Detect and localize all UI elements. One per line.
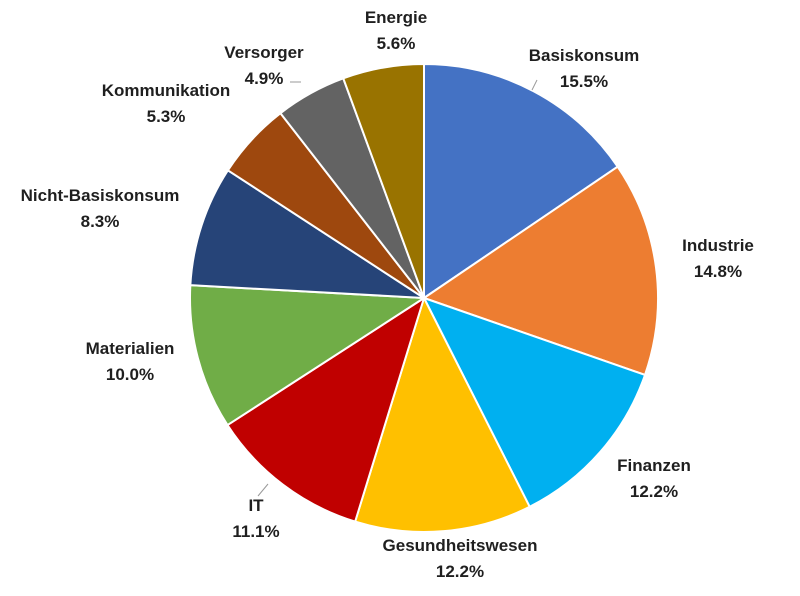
slice-category-label: Industrie	[682, 236, 754, 255]
slice-value-label: 5.3%	[147, 107, 186, 126]
slice-value-label: 12.2%	[436, 562, 484, 581]
data-label-finanzen: Finanzen 12.2%	[617, 456, 691, 501]
pie-slice-gesundheitswesen	[353, 295, 532, 533]
slice-category-label: Gesundheitswesen	[383, 536, 538, 555]
pie-slice-industrie	[421, 165, 659, 377]
data-label-materialien: Materialien 10.0%	[86, 339, 175, 384]
data-label-gesundheitswesen: Gesundheitswesen 12.2%	[383, 536, 538, 581]
data-label-nicht-basiskonsum: Nicht-Basiskonsum 8.3%	[21, 186, 180, 231]
slice-value-label: 11.1%	[232, 522, 279, 541]
leader-lines	[257, 79, 538, 497]
slice-category-label: Kommunikation	[102, 81, 230, 100]
pie-slices	[188, 62, 659, 533]
slice-value-label: 15.5%	[560, 72, 608, 91]
slice-value-label: 5.6%	[377, 34, 416, 53]
data-label-industrie: Industrie 14.8%	[682, 236, 754, 281]
leader-line-it	[257, 483, 269, 497]
slice-category-label: Materialien	[86, 339, 175, 358]
slice-value-label: 8.3%	[81, 212, 120, 231]
pie-slice-nicht-basiskonsum	[189, 168, 428, 300]
data-label-basiskonsum: Basiskonsum 15.5%	[529, 46, 640, 91]
data-label-versorger: Versorger 4.9%	[224, 43, 304, 88]
pie-slice-finanzen	[421, 296, 647, 509]
slice-category-label: Versorger	[224, 43, 304, 62]
slice-value-label: 12.2%	[630, 482, 678, 501]
slice-value-label: 10.0%	[106, 365, 154, 384]
slice-category-label: Energie	[365, 8, 427, 27]
pie-slice-materialien	[188, 284, 428, 427]
data-label-kommunikation: Kommunikation 5.3%	[102, 81, 230, 126]
slice-labels: Basiskonsum 15.5% Industrie 14.8% Finanzen 12…	[21, 8, 754, 581]
slice-category-label: Nicht-Basiskonsum	[21, 186, 180, 205]
slice-value-label: 4.9%	[245, 69, 284, 88]
slice-category-label: Basiskonsum	[529, 46, 640, 65]
data-label-it: IT 11.1%	[232, 496, 279, 541]
leader-line-basiskonsum	[531, 79, 538, 91]
slice-category-label: Finanzen	[617, 456, 691, 475]
pie-slice-it	[226, 295, 426, 523]
slice-value-label: 14.8%	[694, 262, 742, 281]
pie-slice-basiskonsum	[423, 62, 620, 300]
data-label-energie: Energie 5.6%	[365, 8, 427, 53]
pie-slice-energie	[341, 62, 425, 299]
slice-category-label: IT	[248, 496, 264, 515]
